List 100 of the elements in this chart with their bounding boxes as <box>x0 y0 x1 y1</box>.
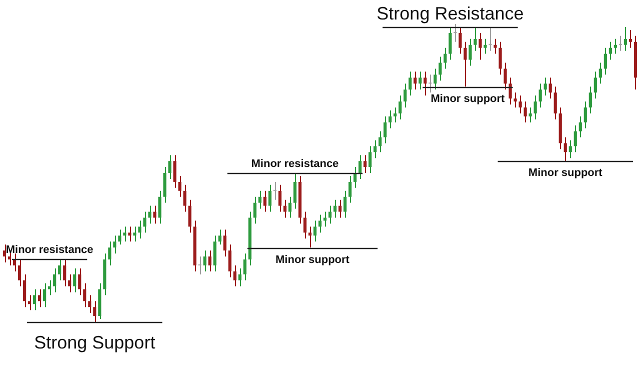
candlestick <box>488 26 492 52</box>
candlestick <box>138 220 142 240</box>
candlestick <box>213 235 216 272</box>
candlestick <box>58 258 62 281</box>
candlestick <box>534 95 537 120</box>
candlestick <box>83 282 86 308</box>
candlestick <box>258 190 262 210</box>
candlestick <box>88 294 92 314</box>
candlestick <box>18 258 22 287</box>
candlestick <box>448 26 452 60</box>
candlestick <box>243 252 246 281</box>
candlestick <box>318 214 322 234</box>
ref-line-label: Minor support <box>528 167 603 180</box>
candlestick <box>624 26 628 52</box>
candlestick <box>348 175 352 204</box>
candlestick <box>148 205 152 224</box>
candlestick <box>313 220 317 242</box>
candlestick <box>468 38 472 66</box>
candlestick <box>268 184 272 212</box>
candlestick <box>303 211 307 240</box>
candlestick <box>494 38 497 54</box>
candlestick <box>253 196 256 224</box>
candlestick <box>608 41 612 60</box>
candlestick <box>113 235 116 254</box>
candlestick <box>374 140 377 159</box>
candlestick <box>598 62 602 84</box>
candlestick <box>378 130 382 153</box>
candlestick <box>38 288 42 308</box>
candlestick <box>22 274 26 308</box>
candlestick <box>498 41 502 76</box>
candlestick <box>434 68 437 90</box>
candlestick <box>524 100 527 123</box>
candlestick <box>628 29 632 48</box>
candlestick <box>408 71 412 96</box>
candlestick <box>118 229 122 246</box>
candlestick <box>273 181 276 200</box>
candlestick <box>544 77 547 96</box>
candlestick <box>458 26 462 54</box>
candlestick <box>93 300 96 322</box>
candlestick <box>123 226 126 242</box>
candlestick <box>594 71 597 99</box>
candlestick <box>514 92 517 108</box>
candlestick <box>343 190 347 218</box>
candlestick <box>188 199 192 234</box>
candlestick <box>233 264 236 287</box>
candlestick <box>133 226 136 242</box>
candlestick <box>203 250 206 272</box>
candlestick <box>528 106 532 123</box>
candlestick <box>474 26 477 52</box>
candlestick <box>404 83 407 108</box>
candlestick <box>63 258 66 287</box>
candlestick <box>614 38 618 54</box>
candlestick <box>53 268 56 293</box>
ref-line-label: Strong Resistance <box>376 3 524 24</box>
candlestick <box>238 268 242 287</box>
candlestick <box>158 190 162 224</box>
candlestick <box>293 172 297 210</box>
candlestick <box>43 282 46 308</box>
candlestick <box>153 205 156 224</box>
candlestick <box>223 229 226 257</box>
candlestick <box>173 154 176 188</box>
candlestick <box>198 256 202 275</box>
candlestick <box>574 124 577 153</box>
candlestick <box>218 229 222 246</box>
candlestick <box>228 244 232 278</box>
ref-line-label: Minor resistance <box>251 158 339 170</box>
candlestick <box>288 196 292 218</box>
candlestick <box>564 136 567 162</box>
ref-line-label: Minor resistance <box>6 244 94 256</box>
candlestick <box>518 95 522 114</box>
candlestick <box>568 140 572 159</box>
candlestick <box>183 184 186 212</box>
ref-line-label: Minor support <box>430 93 506 106</box>
candlestick <box>584 100 587 129</box>
candlestick <box>428 74 432 94</box>
candlestick <box>178 175 182 198</box>
candlestick <box>454 24 457 42</box>
candlestick <box>143 211 146 234</box>
candlestick <box>78 268 82 296</box>
candlestick <box>323 211 327 228</box>
ref-line-label: Strong Support <box>34 332 156 352</box>
candlestick <box>358 154 362 180</box>
candlestick <box>508 77 512 105</box>
candlestick <box>588 86 592 114</box>
candlestick <box>168 154 172 180</box>
candlestick <box>398 95 402 120</box>
candlestick <box>263 190 266 212</box>
candlestick <box>163 166 166 204</box>
candlestick <box>444 47 447 70</box>
candlestick <box>578 116 582 138</box>
candlestick <box>364 154 367 174</box>
candlestick <box>208 250 212 272</box>
candlestick <box>618 35 622 52</box>
candlestick <box>328 205 332 224</box>
candlestick <box>388 110 392 129</box>
candlestick <box>368 146 372 174</box>
candlestick <box>554 86 557 120</box>
candlestick <box>478 32 482 60</box>
candlestick <box>73 268 76 293</box>
ref-line-label: Minor support <box>276 254 350 266</box>
